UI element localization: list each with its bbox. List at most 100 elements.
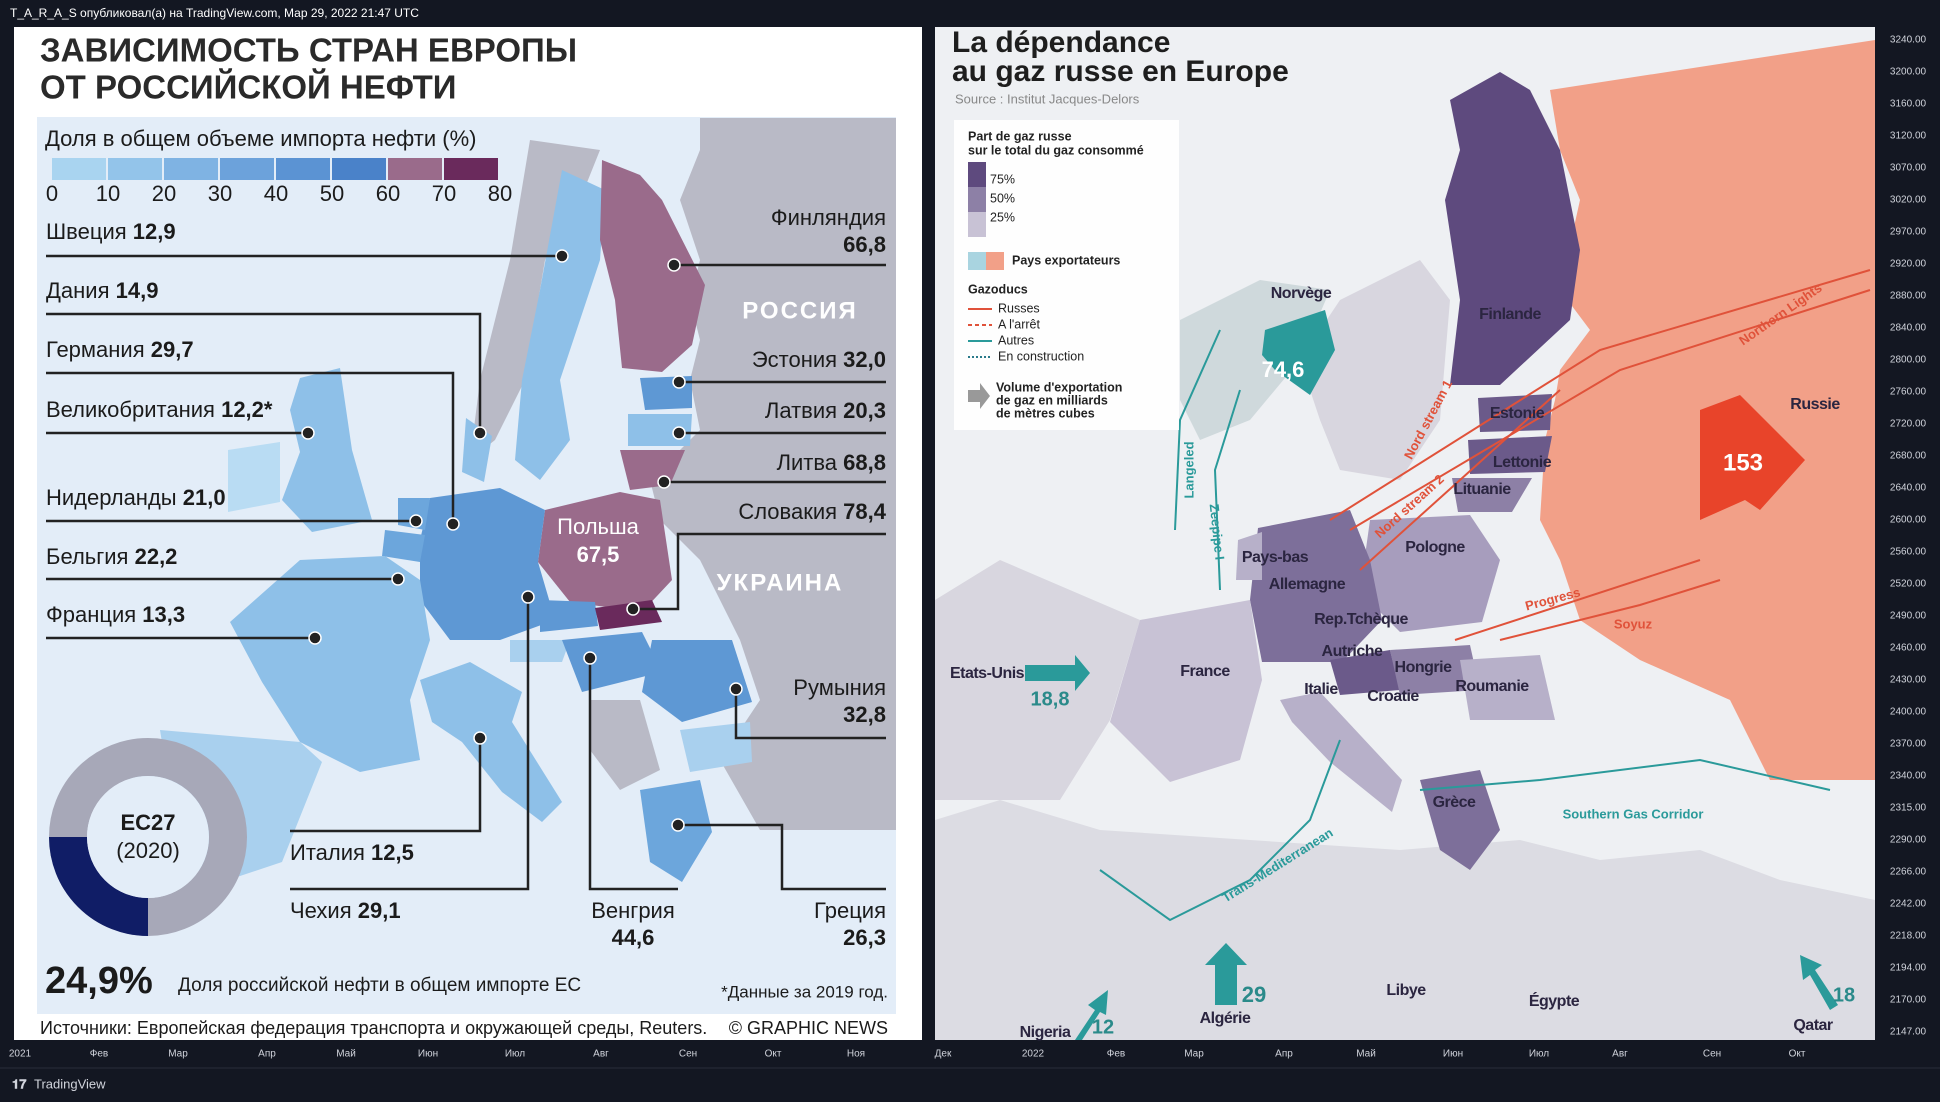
country-label: Allemagne bbox=[1269, 576, 1346, 593]
title: au gaz russe en Europe bbox=[952, 55, 1289, 88]
romania bbox=[1460, 655, 1555, 720]
publish-info: T_A_R_A_S опубликовал(а) на TradingView.… bbox=[10, 6, 419, 20]
country-name: Венгрия bbox=[591, 898, 675, 923]
time-label: Май bbox=[336, 1049, 356, 1060]
italy bbox=[420, 662, 562, 822]
lithuania bbox=[1452, 478, 1532, 512]
greece bbox=[1420, 770, 1500, 870]
time-label: 2022 bbox=[1022, 1049, 1045, 1060]
time-label: Июн bbox=[1443, 1049, 1463, 1060]
arrow-nigeria bbox=[1075, 990, 1108, 1040]
price-label: 2340.00 bbox=[1890, 771, 1927, 782]
time-axis-labels: 2021 Фев Мар Апр Май Июн Июл Авг Сен Окт Ноя Дек 202… bbox=[9, 1049, 1806, 1060]
country-label: Estonie bbox=[1490, 405, 1545, 422]
price-label: 3200.00 bbox=[1890, 67, 1927, 78]
pipeline bbox=[1454, 559, 1701, 641]
country-label: Швеция 12,9 bbox=[46, 219, 176, 244]
country-value: 32,8 bbox=[843, 702, 886, 727]
right-infographic: La dépendance au gaz russe en Europe Sou… bbox=[935, 26, 1875, 1041]
legend-arrow bbox=[968, 383, 990, 409]
scale-tick: 50 bbox=[320, 181, 344, 206]
price-label: 2400.00 bbox=[1890, 707, 1927, 718]
africa bbox=[935, 800, 1875, 1040]
country-value: 14,9 bbox=[116, 278, 159, 303]
scale-box bbox=[52, 158, 106, 180]
export-volume: 29 bbox=[1242, 982, 1266, 1007]
price-label: 2600.00 bbox=[1890, 515, 1927, 526]
czechia bbox=[540, 600, 598, 632]
price-label: 3240.00 bbox=[1890, 35, 1927, 46]
brand: TradingView bbox=[34, 1076, 106, 1091]
scale-tick: 70 bbox=[432, 181, 456, 206]
country-labels: Швеция 12,9 Дания 14,9 Германия 29,7 Велико… bbox=[46, 205, 887, 950]
map-label: Польша bbox=[557, 514, 640, 539]
pipeline-label: Langeled bbox=[1181, 441, 1196, 498]
price-label: 2640.00 bbox=[1890, 483, 1927, 494]
price-label: 2560.00 bbox=[1890, 547, 1927, 558]
country-label: Rep.Tchèque bbox=[1314, 611, 1408, 628]
ireland bbox=[228, 442, 280, 512]
country-label: Нидерланды 21,0 bbox=[46, 485, 226, 510]
price-label: 2218.00 bbox=[1890, 931, 1927, 942]
price-axis bbox=[1876, 27, 1940, 1040]
country-name: Румыния bbox=[793, 675, 886, 700]
price-axis-labels: 3240.00 3200.00 3160.00 3120.00 3070.00 3020.… bbox=[1890, 35, 1927, 1038]
scale-box bbox=[444, 158, 498, 180]
source: Source : Institut Jacques-Delors bbox=[955, 91, 1140, 106]
country-label: Эстония 32,0 bbox=[752, 347, 886, 372]
price-label: 2720.00 bbox=[1890, 419, 1927, 430]
dot bbox=[308, 631, 322, 645]
time-label: Авг bbox=[1612, 1049, 1628, 1060]
color-scale: 0 10 20 30 40 50 60 70 80 bbox=[46, 158, 512, 206]
country-label: Égypte bbox=[1529, 991, 1580, 1010]
scale-tick: 20 bbox=[152, 181, 176, 206]
country-label: Lituanie bbox=[1453, 481, 1511, 498]
scale-tick: 40 bbox=[264, 181, 288, 206]
country-label: Франция 13,3 bbox=[46, 602, 185, 627]
country-name: Дания bbox=[46, 278, 110, 303]
pipeline bbox=[1329, 269, 1871, 521]
legend-title: sur le total du gaz consommé bbox=[968, 143, 1144, 157]
time-label: Фев bbox=[90, 1049, 108, 1060]
arrow-usa bbox=[1025, 655, 1090, 691]
country-value: 29,7 bbox=[151, 337, 194, 362]
dot bbox=[672, 426, 686, 440]
bulgaria bbox=[680, 722, 752, 772]
pipeline bbox=[1174, 329, 1221, 531]
country-label: Дания 14,9 bbox=[46, 278, 158, 303]
exporter-name: Qatar bbox=[1793, 1017, 1833, 1034]
donut-share bbox=[49, 836, 149, 936]
arrow-russia bbox=[1700, 395, 1805, 520]
time-label: Апр bbox=[1275, 1049, 1293, 1060]
donut-hole bbox=[87, 776, 209, 898]
balkans bbox=[590, 700, 660, 790]
share-text: Доля российской нефти в общем импорте ЕС bbox=[178, 975, 581, 996]
dot bbox=[473, 731, 487, 745]
swatch bbox=[968, 162, 986, 187]
slovakia bbox=[595, 600, 662, 630]
country-label: Hongrie bbox=[1395, 659, 1453, 676]
france bbox=[230, 556, 430, 772]
leader bbox=[588, 658, 678, 891]
exporter-name: Algérie bbox=[1200, 1010, 1251, 1027]
price-label: 3120.00 bbox=[1890, 131, 1927, 142]
dot bbox=[391, 572, 405, 586]
dot bbox=[672, 375, 686, 389]
country-value: 32,0 bbox=[843, 347, 886, 372]
pipeline bbox=[1499, 579, 1721, 641]
italy bbox=[1280, 692, 1402, 812]
note: *Данные за 2019 год. bbox=[721, 982, 888, 1001]
dot bbox=[301, 426, 315, 440]
time-label: Мар bbox=[1184, 1049, 1204, 1060]
austria bbox=[1330, 650, 1400, 695]
legend-tick: 50% bbox=[990, 191, 1015, 205]
country-value: 44,6 bbox=[612, 925, 655, 950]
norway bbox=[1180, 280, 1330, 440]
exporter-name: Nigeria bbox=[1020, 1024, 1071, 1041]
country-value: 26,3 bbox=[843, 925, 886, 950]
dot bbox=[657, 475, 671, 489]
estonia bbox=[1478, 394, 1552, 432]
dot bbox=[409, 514, 423, 528]
arrow-norway bbox=[1262, 310, 1335, 395]
